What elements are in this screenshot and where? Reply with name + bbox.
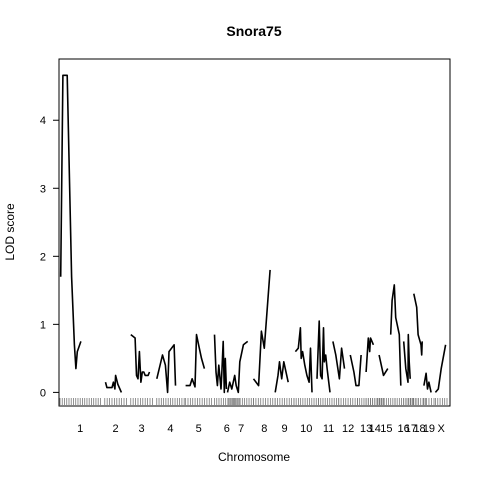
x-tick-label-chr-X: X [438, 423, 446, 435]
lod-line-chr-X [434, 344, 447, 393]
lod-line-chr-1 [59, 74, 82, 370]
y-axis: 0 1 2 3 4 [40, 115, 59, 399]
y-axis-label: LOD score [3, 203, 17, 261]
x-tick-label-chr-13: 13 [360, 423, 372, 435]
x-tick-label-chr-11: 11 [323, 423, 334, 435]
lod-line-chr-10 [294, 326, 313, 393]
lod-line-chr-6 [213, 334, 228, 394]
x-tick-label-chr-19: 19 [423, 423, 435, 435]
x-tick-label-chr-16: 16 [398, 423, 410, 435]
lod-line-chr-9 [274, 360, 289, 393]
x-tick-label-chr-1: 1 [77, 423, 83, 435]
lod-line-chr-3 [130, 333, 151, 384]
x-tick-label-chr-10: 10 [300, 423, 312, 435]
lod-line-chr-8 [252, 269, 271, 387]
marker-rug [59, 398, 448, 405]
y-tick-label: 2 [40, 251, 46, 263]
y-tick-label: 0 [40, 387, 46, 399]
lod-line-chr-12 [332, 341, 346, 380]
x-tick-label-chr-14: 14 [369, 423, 381, 435]
x-axis-label: Chromosome [218, 450, 290, 464]
lod-line-chr-5 [185, 333, 206, 388]
x-tick-label-chr-17: 17 [405, 423, 417, 435]
y-tick-label: 4 [40, 115, 46, 127]
x-tick-label-chr-18: 18 [413, 423, 425, 435]
x-tick-label-chr-9: 9 [281, 423, 287, 435]
lod-line-chr-17 [402, 333, 411, 384]
lod-line-chr-19 [423, 372, 432, 393]
chart-title: Snora75 [226, 23, 281, 39]
lod-line-chr-2 [104, 374, 123, 393]
lod-lines [59, 74, 447, 394]
x-tick-label-chr-3: 3 [139, 423, 145, 435]
lod-line-chr-11 [316, 320, 331, 393]
x-tick-label-chr-15: 15 [380, 423, 392, 435]
lod-line-chr-13 [349, 354, 362, 387]
x-tick-label-chr-5: 5 [196, 423, 202, 435]
lod-line-chr-15 [378, 354, 389, 377]
lod-line-chr-16 [389, 284, 402, 386]
x-tick-label-chr-8: 8 [261, 423, 267, 435]
lod-line-chr-7 [226, 340, 249, 394]
plot-frame [58, 58, 451, 407]
x-tick-label-chr-4: 4 [167, 423, 173, 435]
x-tick-label-chr-12: 12 [342, 423, 354, 435]
x-tick-label-chr-2: 2 [113, 423, 119, 435]
lod-line-chr-18 [413, 293, 423, 356]
lod-line-chr-14 [365, 337, 375, 373]
x-tick-label-chr-6: 6 [224, 423, 230, 435]
x-tick-label-chr-7: 7 [238, 423, 244, 435]
y-tick-label: 3 [40, 183, 46, 195]
y-tick-label: 1 [40, 319, 46, 331]
lod-line-chr-4 [156, 343, 177, 394]
